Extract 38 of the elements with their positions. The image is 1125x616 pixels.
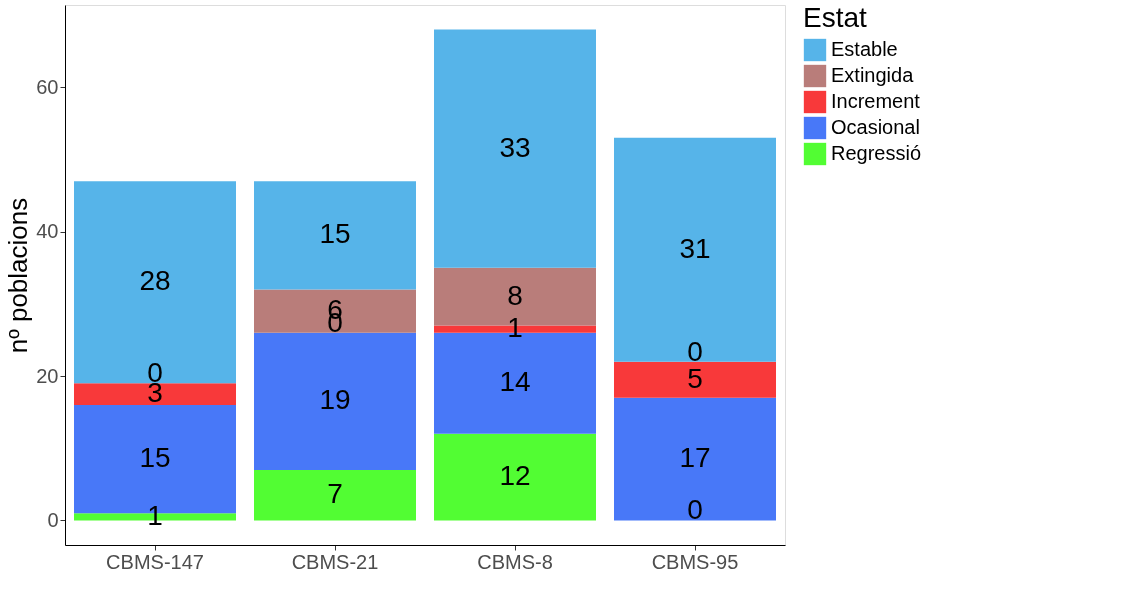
bar xyxy=(434,433,596,521)
y-axis-title: nº poblacions xyxy=(3,197,34,354)
bar xyxy=(254,289,416,333)
data-label: 12 xyxy=(499,460,531,492)
data-label: 19 xyxy=(319,384,351,416)
legend-label: Extingida xyxy=(831,64,915,86)
bar xyxy=(254,181,416,290)
legend-label: Estable xyxy=(831,38,898,60)
data-label: 8 xyxy=(507,279,523,311)
legend-label: Increment xyxy=(831,90,921,112)
x-tick-label: CBMS-21 xyxy=(291,550,379,573)
bar xyxy=(614,397,776,521)
legend-label: Regressió xyxy=(831,142,922,164)
legend-label: Ocasional xyxy=(831,116,920,138)
y-tick-label: 0 xyxy=(47,508,59,531)
x-tick-label: CBMS-147 xyxy=(106,550,204,573)
annotation: 0 xyxy=(687,494,703,526)
legend-title: Estat xyxy=(803,2,868,33)
data-label: 17 xyxy=(679,442,711,474)
data-label: 28 xyxy=(139,265,171,297)
data-label: 15 xyxy=(139,442,171,474)
x-tick-label: CBMS-95 xyxy=(651,550,739,573)
data-label: 7 xyxy=(327,478,343,510)
data-label: 14 xyxy=(499,366,531,398)
bar xyxy=(614,361,776,398)
bar xyxy=(254,332,416,470)
data-label: 31 xyxy=(679,232,711,264)
bar xyxy=(74,383,236,405)
x-tick-label: CBMS-8 xyxy=(477,550,553,573)
bar xyxy=(614,137,776,362)
data-label: 15 xyxy=(319,218,351,250)
bar xyxy=(254,469,416,521)
bar xyxy=(434,29,596,268)
y-tick-label: 20 xyxy=(36,364,59,387)
y-tick-label: 40 xyxy=(36,220,59,243)
data-label: 33 xyxy=(499,131,531,163)
y-tick-label: 60 xyxy=(36,75,59,98)
bar xyxy=(74,181,236,384)
